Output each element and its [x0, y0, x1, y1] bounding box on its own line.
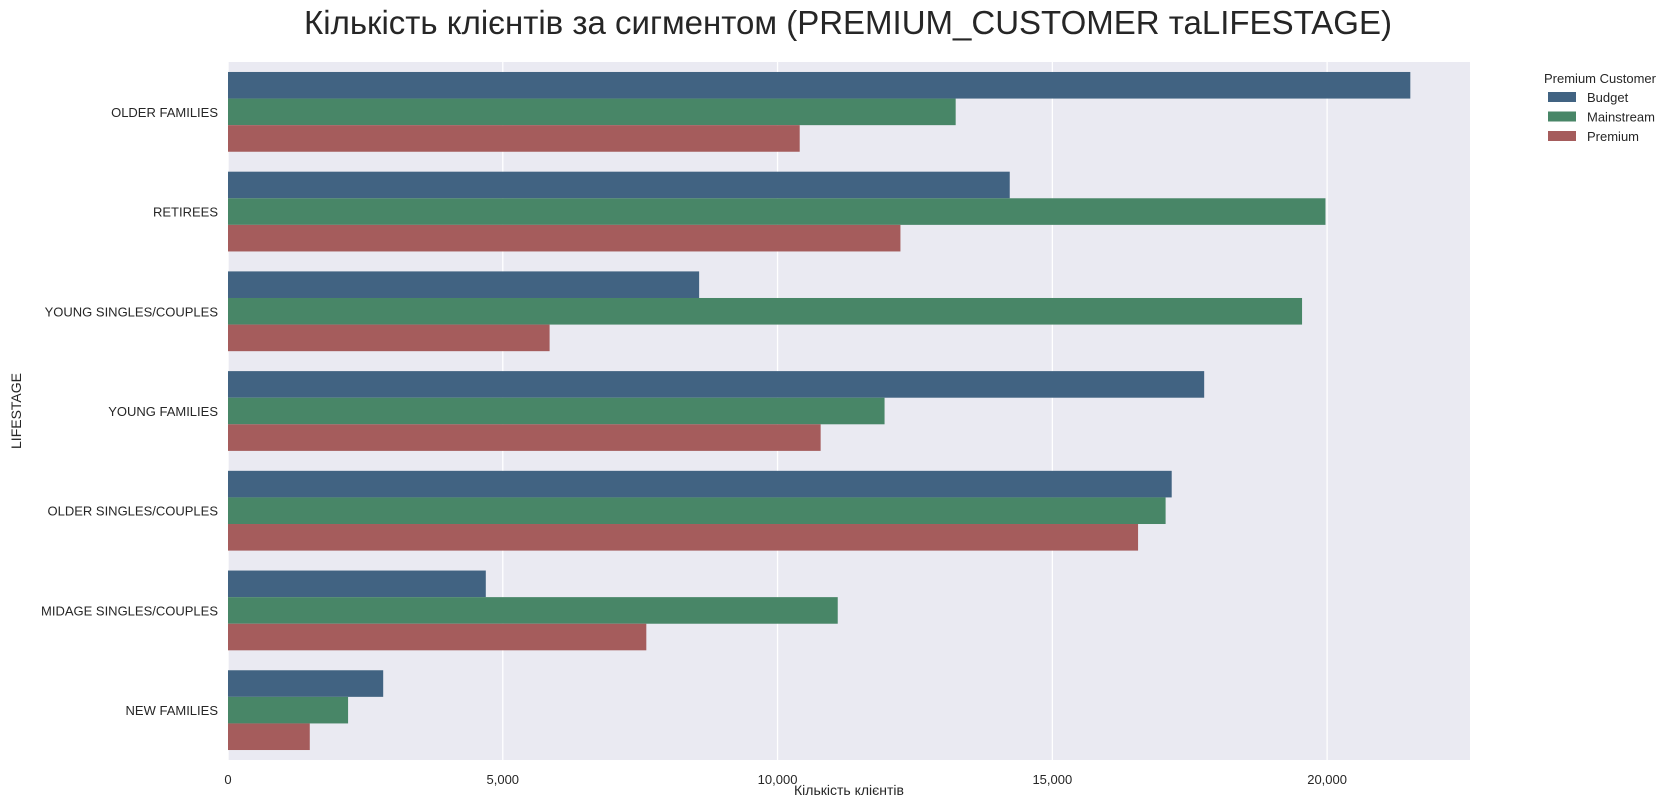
x-tick-label: 20,000: [1307, 772, 1347, 787]
y-tick-label: YOUNG FAMILIES: [108, 404, 218, 419]
y-tick-label: NEW FAMILIES: [126, 703, 219, 718]
legend-swatch: [1548, 111, 1576, 122]
x-tick-label: 0: [224, 772, 231, 787]
y-axis-label: LIFESTAGE: [8, 373, 24, 449]
bar-premium: [228, 125, 800, 152]
y-tick-label: OLDER FAMILIES: [111, 105, 218, 120]
bar-budget: [228, 470, 1172, 498]
y-tick-labels: OLDER FAMILIES RETIREES YOUNG SINGLES/COUP…: [41, 105, 218, 718]
bar-premium: [228, 324, 550, 352]
x-tick-labels: 0 5,000 10,000 15,000 20,000: [224, 772, 1347, 787]
bar-premium: [228, 424, 821, 451]
bar-premium: [228, 623, 647, 651]
bar-mainstream: [228, 297, 1303, 325]
legend-swatch: [1548, 131, 1576, 141]
bar-budget: [228, 670, 384, 697]
bar-budget: [228, 371, 1205, 398]
legend-label: Budget: [1587, 90, 1629, 105]
y-tick-label: OLDER SINGLES/COUPLES: [48, 504, 219, 519]
bar-premium: [228, 524, 1139, 551]
legend-items: Budget Mainstream Premium: [1548, 90, 1655, 144]
bar-mainstream: [228, 497, 1166, 525]
y-tick-label: YOUNG SINGLES/COUPLES: [45, 304, 219, 319]
legend: Premium Customer Budget Mainstream Premium: [1544, 71, 1657, 144]
bar-mainstream: [228, 98, 956, 126]
bar-mainstream: [228, 696, 349, 724]
x-axis-label: Кількість клієнтів: [794, 782, 904, 798]
bar-budget: [228, 171, 1010, 199]
bar-mainstream: [228, 198, 1326, 225]
bar-mainstream: [228, 397, 885, 425]
bar-premium: [228, 224, 901, 252]
bar-budget: [228, 271, 700, 298]
chart-title: Кількість клієнтів за сигментом (PREMIUM…: [304, 4, 1392, 41]
bar-mainstream: [228, 597, 838, 624]
x-tick-label: 15,000: [1032, 772, 1072, 787]
y-tick-label: RETIREES: [153, 205, 218, 220]
x-tick-label: 5,000: [487, 772, 520, 787]
legend-label: Premium: [1587, 129, 1639, 144]
bars: [228, 71, 1411, 751]
legend-swatch: [1548, 92, 1576, 102]
y-tick-label: MIDAGE SINGLES/COUPLES: [41, 603, 218, 618]
bar-premium: [228, 723, 310, 751]
bar-budget: [228, 71, 1411, 99]
x-tick-label: 10,000: [758, 772, 798, 787]
bar-budget: [228, 570, 486, 598]
legend-label: Mainstream: [1587, 110, 1655, 125]
legend-title: Premium Customer: [1544, 71, 1657, 86]
